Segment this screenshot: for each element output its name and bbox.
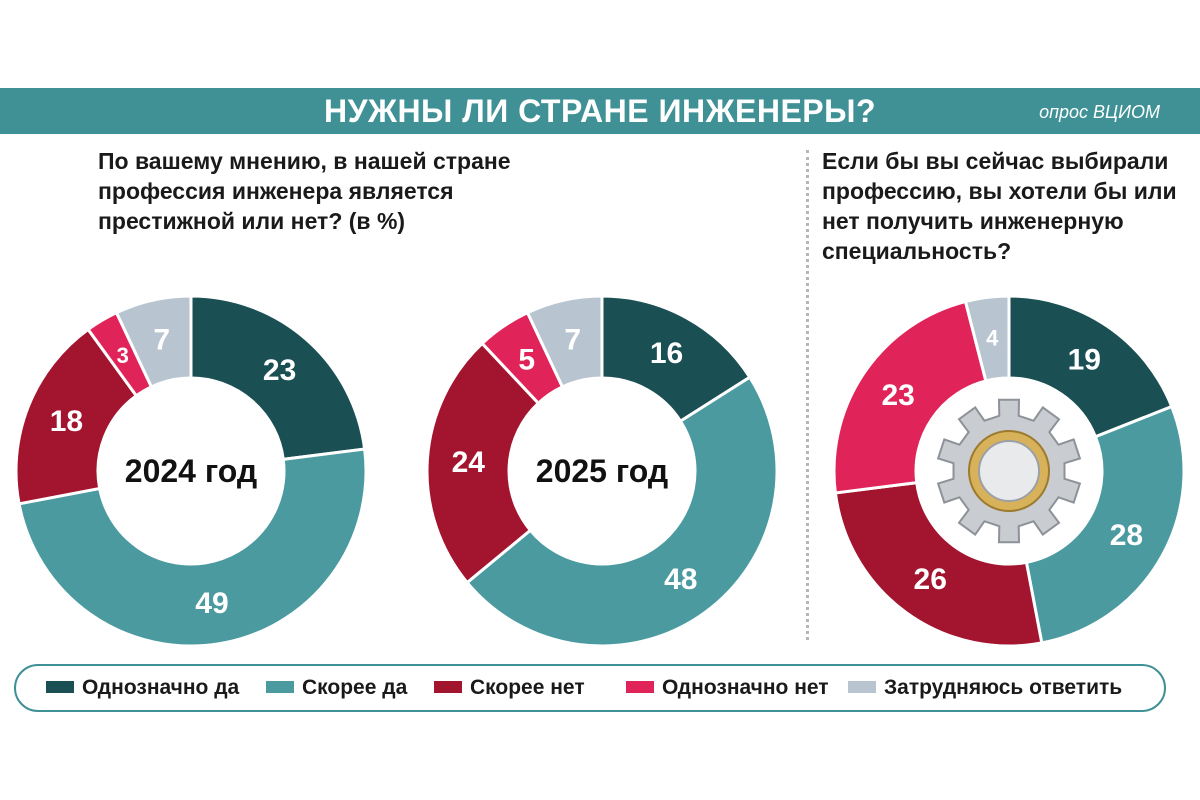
question-prestige: По вашему мнению, в нашей стране професс…: [98, 148, 511, 234]
donut-chart-engineering-choice: 19 28 26 23 4: [832, 294, 1186, 648]
data-label: 4: [986, 326, 999, 351]
legend-item-definitely-yes: Однозначно да: [46, 666, 239, 710]
gear-icon: [936, 398, 1082, 544]
data-label: 16: [650, 337, 683, 370]
legend-item-definitely-no: Однозначно нет: [626, 666, 829, 710]
legend-swatch-definitely-yes: [46, 680, 74, 693]
header-bar: [0, 88, 1200, 134]
data-label: 23: [263, 354, 296, 387]
section-divider: [806, 150, 809, 640]
donut-center-label: 2025 год: [536, 453, 668, 489]
data-label: 5: [518, 344, 535, 377]
data-label: 24: [452, 446, 486, 479]
legend-item-rather-yes: Скорее да: [266, 666, 407, 710]
donut-slice-rather-yes: [1024, 404, 1186, 645]
donut-slice-rather-no: [833, 480, 1044, 648]
data-label: 7: [153, 324, 170, 357]
legend-swatch-rather-yes: [266, 680, 294, 693]
donut-slice-definitely-no: [832, 299, 988, 495]
donut-slice-definitely-yes: [189, 294, 367, 462]
legend-swatch-definitely-no: [626, 680, 654, 693]
donut-center-label: 2024 год: [125, 453, 257, 489]
donut-slice-rather-yes: [465, 375, 779, 648]
question-choice: Если бы вы сейчас выбирали профессию, вы…: [822, 148, 1177, 264]
legend-item-rather-no: Скорее нет: [434, 666, 585, 710]
donut-chart-2024: 23 49 18 3 7 2024 год: [14, 294, 368, 648]
donut-slice-rather-no: [425, 341, 541, 585]
data-label: 28: [1110, 519, 1143, 552]
donut-chart-2025: 16 48 24 57 2025 год: [425, 294, 779, 648]
data-label: 48: [664, 563, 697, 596]
donut-slice-hard-to-say: [963, 294, 1011, 383]
data-label: 7: [564, 324, 581, 357]
source-label: опрос ВЦИОМ: [1039, 102, 1160, 122]
legend-label: Скорее да: [302, 676, 408, 699]
legend-label: Однозначно да: [82, 676, 240, 699]
legend-swatch-hard-to-say: [848, 680, 876, 693]
data-label: 18: [50, 405, 83, 438]
legend: Однозначно да Скорее да Скорее нет Одноз…: [14, 664, 1166, 712]
legend-label: Скорее нет: [470, 676, 585, 699]
donut-slice-hard-to-say: [525, 294, 604, 389]
page-title: НУЖНЫ ЛИ СТРАНЕ ИНЖЕНЕРЫ?: [324, 93, 876, 129]
legend-swatch-rather-no: [434, 680, 462, 693]
data-label: 49: [195, 587, 228, 620]
data-label: 26: [914, 563, 947, 596]
data-label: 3: [117, 343, 129, 368]
donut-slice-hard-to-say: [114, 294, 193, 389]
legend-label: Однозначно нет: [662, 676, 829, 699]
legend-item-hard-to-say: Затрудняюсь ответить: [848, 666, 1122, 710]
legend-label: Затрудняюсь ответить: [884, 676, 1123, 699]
data-label: 23: [881, 379, 914, 412]
donut-slice-rather-yes: [17, 447, 368, 648]
data-label: 19: [1068, 344, 1101, 377]
donut-slice-definitely-yes: [1007, 294, 1174, 439]
